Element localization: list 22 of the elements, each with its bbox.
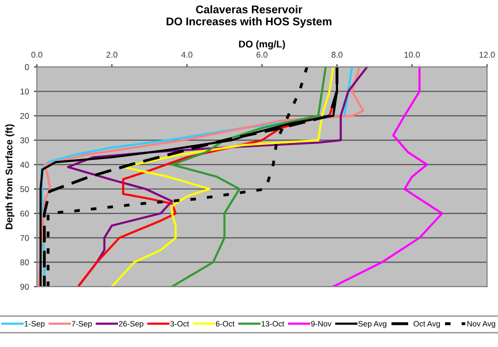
x-tick-label: 6.0 [256,52,268,58]
x-tick-label: 4.0 [181,52,192,58]
y-tick-label: 0 [24,64,29,70]
x-tick-label: 12.0 [480,52,495,58]
y-tick-label: 80 [20,259,29,266]
y-tick-label: 90 [20,284,29,290]
y-axis-title: Depth from Surface (ft) [5,124,14,230]
y-tick-label: 30 [20,137,29,144]
y-tick-label: 20 [20,112,29,119]
x-tick-label: 10.0 [404,52,420,58]
y-tick-label: 10 [20,88,29,94]
y-tick-label: 60 [20,210,29,217]
line-series [170,66,327,287]
x-tick-label: 8.0 [332,52,342,58]
x-tick-label: 0.0 [31,52,42,58]
chart-title: Calaveras Reservoir DO Increases with HOS System [166,5,332,28]
x-axis-title: DO (mg/L) [239,40,285,50]
y-tick-label: 40 [20,162,29,168]
x-tick-label: 2.0 [106,52,118,58]
y-tick-label: 50 [20,186,29,192]
y-tick-label: 70 [20,235,29,241]
line-series [332,66,444,287]
